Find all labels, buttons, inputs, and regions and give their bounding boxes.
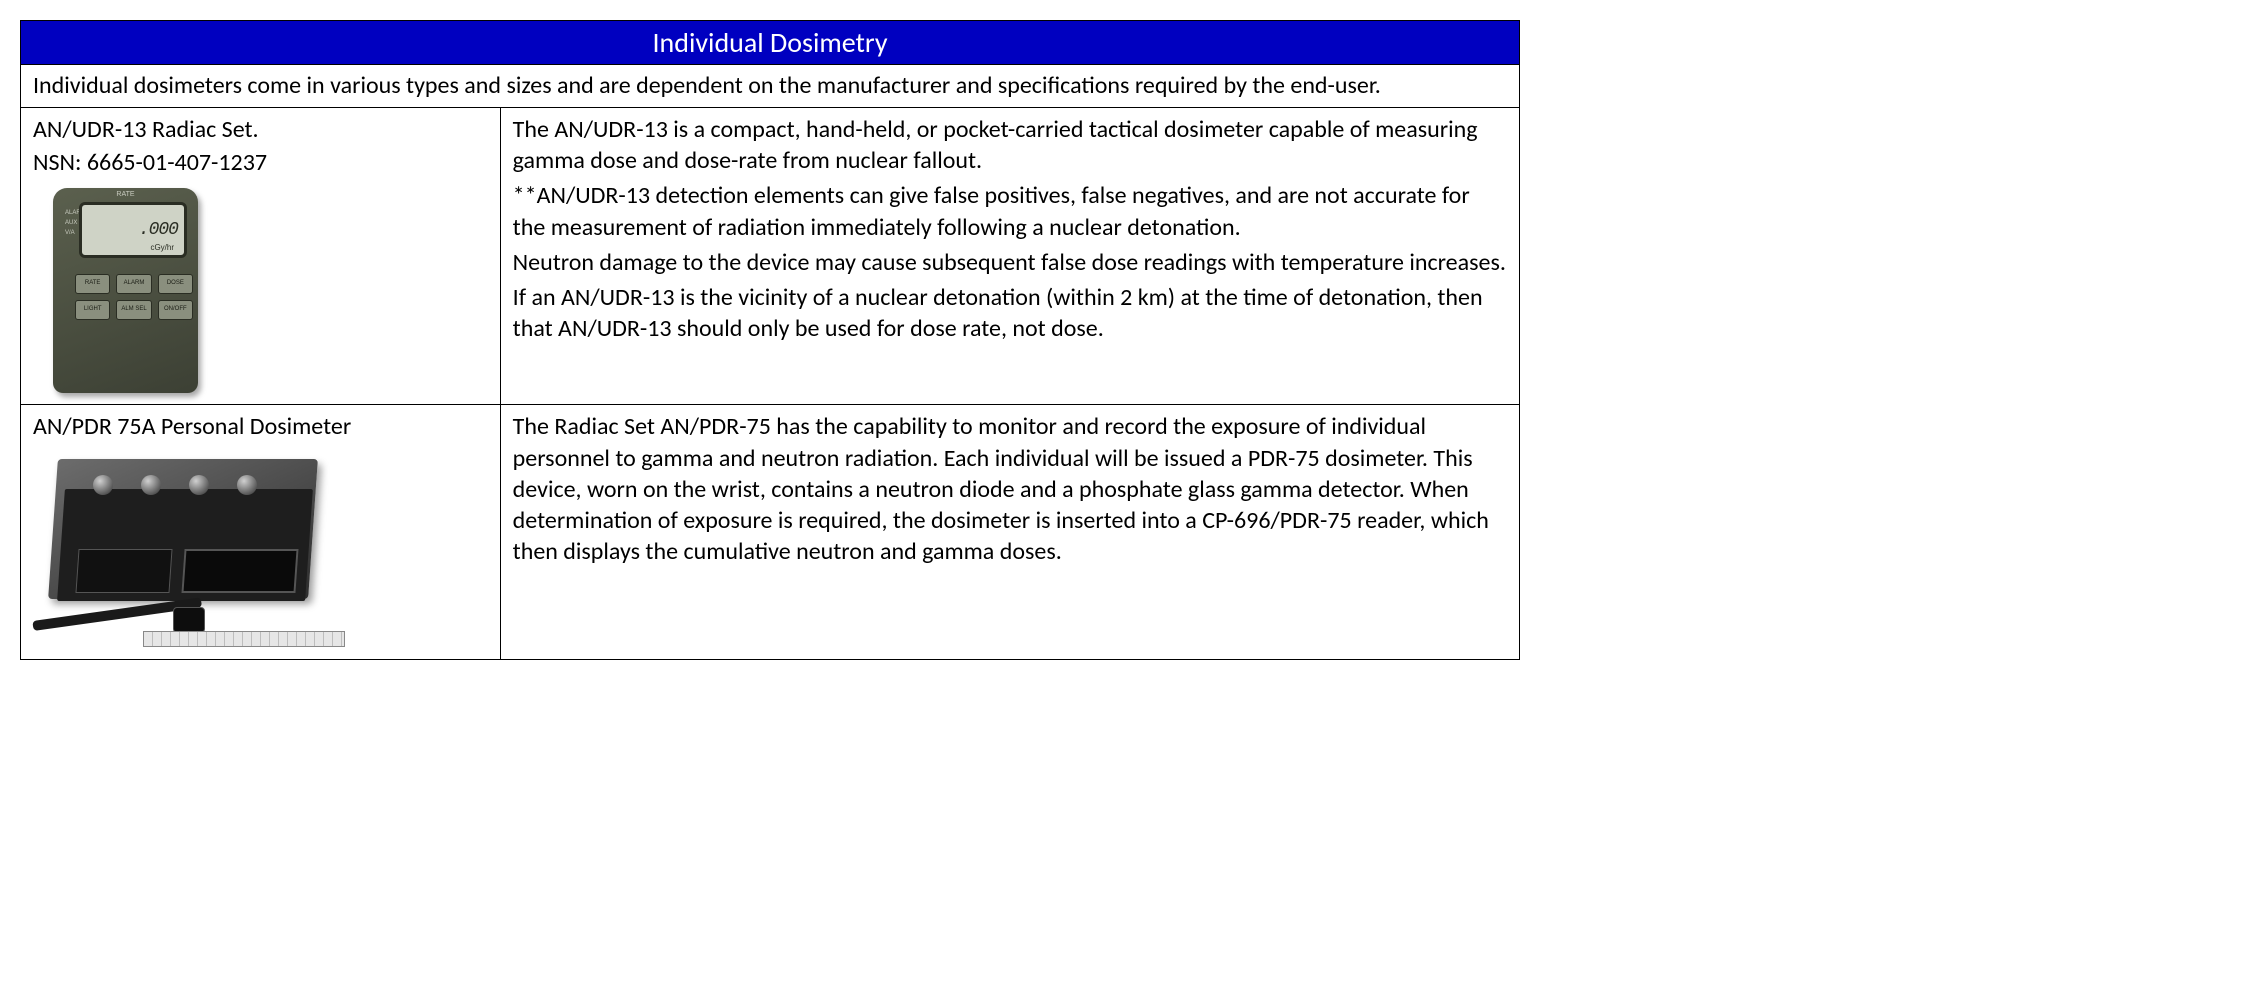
table-row: AN/PDR 75A Personal Dosimeter <box>21 405 1520 659</box>
device-top-label: RATE <box>53 190 198 199</box>
table-header-row: Individual Dosimetry <box>21 21 1520 65</box>
intro-text: Individual dosimeters come in various ty… <box>21 65 1520 108</box>
dosimetry-table: Individual Dosimetry Individual dosimete… <box>20 20 1520 660</box>
device-cell-right: The Radiac Set AN/PDR-75 has the capabil… <box>500 405 1519 659</box>
knob-icon <box>141 475 161 495</box>
device-screen: .000 cGy/hr <box>79 202 187 258</box>
device-title: AN/UDR-13 Radiac Set. <box>33 114 488 145</box>
description-para: If an AN/UDR-13 is the vicinity of a nuc… <box>513 282 1507 344</box>
device-plate <box>75 549 172 593</box>
device-btn: ON/OFF <box>158 300 193 320</box>
description-para: Neutron damage to the device may cause s… <box>513 247 1507 278</box>
description-para: **AN/UDR-13 detection elements can give … <box>513 180 1507 242</box>
wrist-dosimeter-icon <box>173 607 205 633</box>
device-cell-right: The AN/UDR-13 is a compact, hand-held, o… <box>500 108 1519 405</box>
ruler-icon <box>143 631 345 647</box>
knob-icon <box>189 475 209 495</box>
device-image-pdr75 <box>33 453 488 653</box>
description-para: The Radiac Set AN/PDR-75 has the capabil… <box>513 411 1507 567</box>
device-btn: ALARM <box>116 274 151 294</box>
table-header: Individual Dosimetry <box>21 21 1520 65</box>
device-btn: LIGHT <box>75 300 110 320</box>
device-unit: cGy/hr <box>150 243 174 253</box>
device-nsn: NSN: 6665-01-407-1237 <box>33 147 488 178</box>
device-btn: RATE <box>75 274 110 294</box>
description-para: The AN/UDR-13 is a compact, hand-held, o… <box>513 114 1507 176</box>
device-btn: ALM SEL <box>116 300 151 320</box>
device-readout: .000 <box>139 219 178 242</box>
device-image-udr13: RATE ALARM AUX V/A .000 cGy/hr RATE A <box>45 188 488 398</box>
device-btn: DOSE <box>158 274 193 294</box>
knob-icon <box>93 475 113 495</box>
device-cell-left: AN/PDR 75A Personal Dosimeter <box>21 405 501 659</box>
knob-icon <box>237 475 257 495</box>
table-row: AN/UDR-13 Radiac Set. NSN: 6665-01-407-1… <box>21 108 1520 405</box>
device-title: AN/PDR 75A Personal Dosimeter <box>33 411 488 442</box>
device-button-grid: RATE ALARM DOSE LIGHT ALM SEL ON/OFF <box>75 274 193 320</box>
device-slot <box>181 549 298 593</box>
intro-row: Individual dosimeters come in various ty… <box>21 65 1520 108</box>
device-cell-left: AN/UDR-13 Radiac Set. NSN: 6665-01-407-1… <box>21 108 501 405</box>
